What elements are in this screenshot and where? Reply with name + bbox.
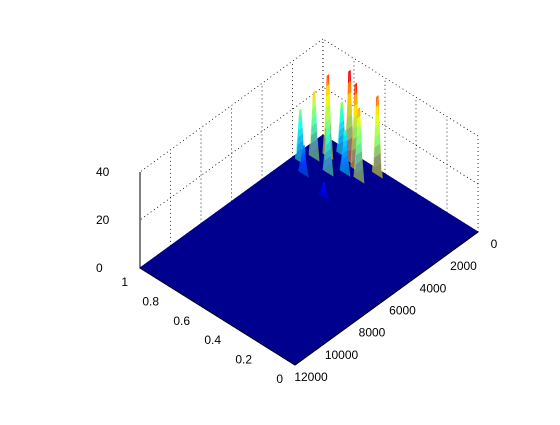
surface-peak-ridge [322, 113, 334, 177]
axes-layer [139, 172, 479, 366]
x-tick-label: 2000 [450, 259, 477, 273]
y-tick-label: 1 [121, 275, 128, 289]
z-tick-label: 40 [96, 165, 110, 179]
surface-peak-ridge [371, 95, 383, 179]
grid-line [139, 38, 324, 173]
surface-layer [139, 69, 479, 366]
y-tick-label: 0 [276, 372, 283, 386]
surface-peak-ridge [339, 130, 351, 177]
x-tick-label: 10000 [325, 348, 359, 362]
grid-line [322, 38, 479, 137]
surface-peak-ridge [298, 145, 309, 178]
y-tick-label: 0.2 [235, 353, 252, 367]
y-tick-label: 0.8 [142, 294, 159, 308]
z-tick-label: 20 [96, 213, 110, 227]
grid-line [139, 86, 324, 221]
x-tick-label: 4000 [420, 281, 447, 295]
surface-peak-ridge [308, 91, 320, 162]
axis-line [294, 231, 479, 366]
x-tick-label: 12000 [294, 370, 328, 384]
surface-peak-ridge [353, 108, 365, 184]
surface-peak-ridge [318, 182, 330, 201]
y-tick-label: 0.6 [173, 314, 190, 328]
y-tick-label: 0.4 [204, 333, 221, 347]
x-tick-label: 6000 [389, 304, 416, 318]
z-tick-label: 0 [96, 261, 103, 275]
x-tick-label: 0 [491, 237, 498, 251]
axis-line [139, 267, 296, 366]
x-tick-label: 8000 [359, 326, 386, 340]
surface-base [139, 134, 479, 366]
